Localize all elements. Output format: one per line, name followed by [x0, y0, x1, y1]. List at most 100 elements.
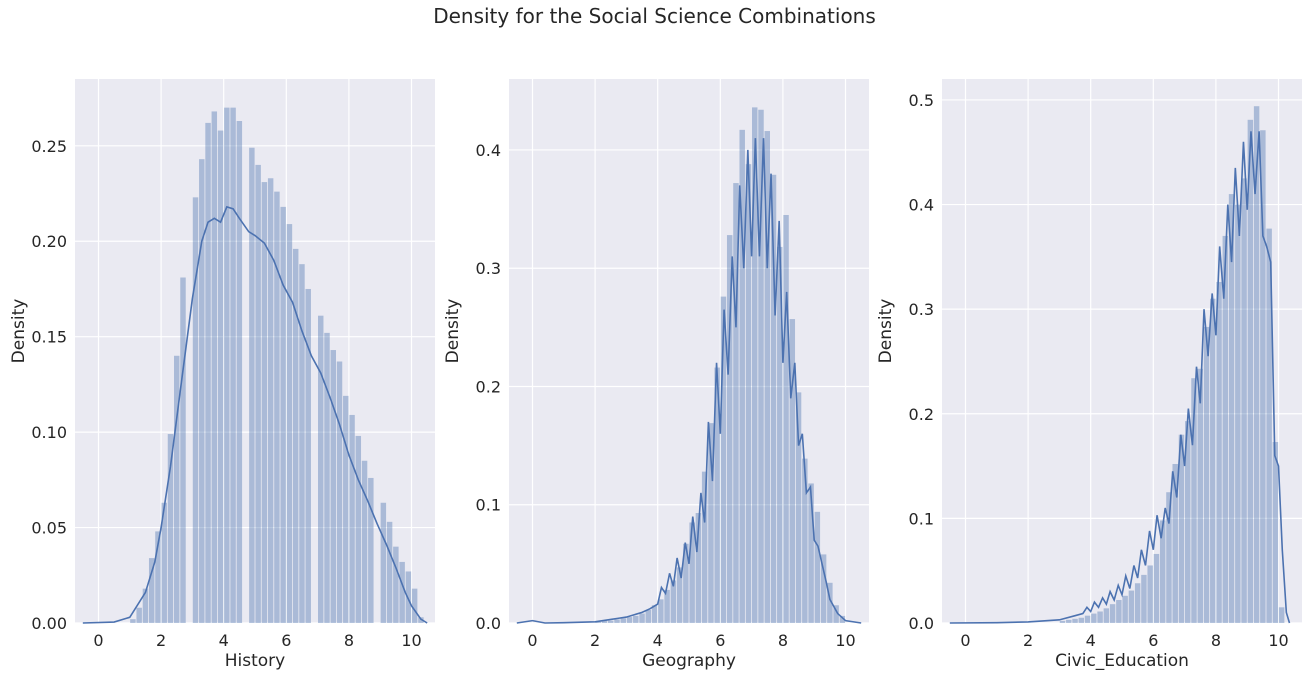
histogram-bar [1260, 130, 1266, 623]
histogram-bar [211, 111, 218, 623]
histogram-bar [1266, 228, 1272, 623]
y-tick-label: 0.0 [909, 614, 934, 633]
histogram-bar [142, 588, 149, 623]
histogram-bar [336, 361, 343, 623]
histogram-bar [192, 197, 199, 623]
histogram-bar [1247, 119, 1254, 624]
histogram-bar [764, 131, 770, 623]
histogram-bar [708, 423, 714, 623]
histogram-bar [1241, 178, 1247, 623]
histogram-bar [770, 174, 777, 623]
histogram-bar [1134, 583, 1141, 623]
histogram-bar [633, 615, 639, 623]
histogram-bar [833, 605, 839, 623]
histogram-bar [733, 183, 739, 623]
histogram-bar [199, 159, 205, 623]
histogram-bar [664, 589, 670, 623]
histogram-bar [1128, 590, 1135, 623]
y-tick-label: 0.10 [31, 423, 67, 442]
histogram-bar [689, 522, 695, 623]
histogram-bar [777, 246, 783, 624]
histogram-bar [595, 621, 601, 623]
histogram-bar [814, 511, 821, 623]
histogram-bar [1197, 368, 1203, 623]
histogram-bar [714, 367, 720, 623]
x-axis-label: History [225, 651, 285, 671]
histogram-bar [820, 554, 827, 623]
histogram-bar [355, 435, 362, 623]
histogram-bar [1216, 281, 1222, 623]
histogram-bar [1159, 520, 1166, 623]
histogram-bar [230, 107, 236, 623]
histogram-bar [274, 191, 280, 623]
x-tick-label: 2 [156, 631, 166, 650]
histogram-bar [148, 558, 155, 623]
histogram-bar [1253, 106, 1260, 623]
histogram-bar [161, 502, 167, 623]
histogram-bar [1222, 235, 1229, 623]
histogram-bar [1059, 620, 1066, 623]
histogram-bar [752, 107, 758, 623]
histogram-bar [343, 395, 349, 623]
histogram-bar [368, 477, 374, 623]
y-tick-label: 0.5 [909, 91, 934, 110]
histogram-bar [745, 164, 752, 623]
histogram-bar [217, 130, 224, 623]
histogram-bar [349, 414, 355, 623]
x-tick-label: 10 [1268, 631, 1288, 650]
histogram-bar [758, 109, 764, 624]
y-tick-label: 0.20 [31, 232, 67, 251]
histogram-bar [249, 147, 255, 623]
histogram-bar [645, 609, 652, 623]
histogram-bar [739, 129, 745, 623]
y-axis-label: Density [443, 299, 463, 364]
histogram-bar [676, 567, 683, 623]
y-tick-label: 0.3 [476, 259, 501, 278]
histogram-bar [795, 392, 802, 623]
histogram-bar [1228, 194, 1235, 624]
y-tick-label: 0.1 [476, 496, 501, 515]
y-axis-label: Density [9, 299, 29, 364]
histogram-bar [380, 502, 387, 623]
histogram-bar [626, 617, 633, 623]
histogram-bar [1210, 298, 1216, 623]
histogram-bar [255, 164, 261, 624]
histogram-bar [1272, 442, 1279, 623]
histogram-bar [130, 619, 136, 623]
kde-line [516, 138, 862, 624]
histogram-bar [386, 521, 393, 623]
histogram-bar [614, 619, 620, 623]
histogram-bar [808, 483, 814, 623]
histogram-bar [180, 277, 186, 623]
histogram-bar [620, 618, 626, 623]
histogram-bar [318, 315, 324, 623]
histogram-bar [1153, 553, 1160, 623]
x-axis-label: Geography [642, 651, 736, 671]
histogram-bar [1097, 611, 1103, 623]
histogram-bar [267, 178, 274, 623]
y-tick-label: 0.4 [909, 196, 934, 215]
histogram-bar [1078, 617, 1085, 623]
x-axis-label: Civic_Education [1055, 651, 1189, 671]
histogram-bar [839, 615, 846, 623]
histogram-bar [299, 264, 305, 623]
histogram-bar [1116, 599, 1122, 623]
x-tick-label: 0 [527, 631, 537, 650]
histogram-bar [695, 513, 702, 623]
histogram-bar [292, 248, 299, 623]
histogram-bar [174, 355, 180, 623]
histogram-bar [136, 607, 142, 623]
x-tick-label: 8 [778, 631, 788, 650]
histogram-bar [701, 471, 708, 623]
histogram-bar [1235, 204, 1241, 624]
y-tick-label: 0.0 [476, 614, 501, 633]
histogram-bar [670, 580, 677, 623]
x-tick-label: 6 [1148, 631, 1158, 650]
histogram-bar [405, 571, 412, 623]
x-tick-label: 4 [653, 631, 663, 650]
figure-title: Density for the Social Science Combinati… [433, 4, 876, 28]
histogram-bar [608, 620, 614, 623]
x-tick-label: 0 [93, 631, 103, 650]
y-axis-label: Density [876, 299, 896, 364]
plot-area-2 [509, 79, 869, 623]
